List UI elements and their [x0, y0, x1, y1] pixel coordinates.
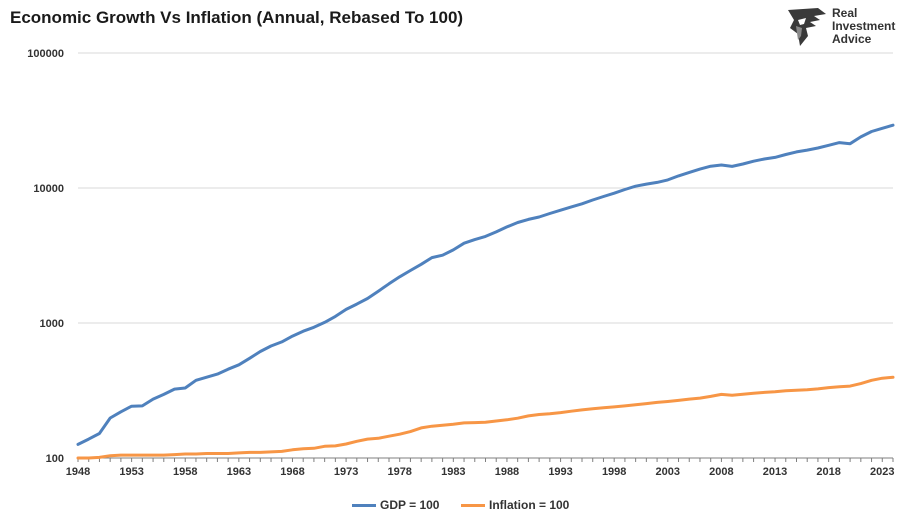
chart-legend: GDP = 100 Inflation = 100 — [0, 496, 920, 514]
x-tick-label: 2023 — [870, 466, 894, 478]
x-tick-label: 2013 — [763, 466, 787, 478]
x-tick-label: 2003 — [656, 466, 680, 478]
logo-wordmark: Real Investment Advice — [832, 6, 896, 46]
x-tick-label: 1978 — [387, 466, 411, 478]
chart-title: Economic Growth Vs Inflation (Annual, Re… — [10, 8, 464, 27]
legend-item-inflation: Inflation = 100 — [461, 496, 569, 514]
x-tick-label: 1963 — [227, 466, 251, 478]
x-tick-label: 1993 — [548, 466, 572, 478]
y-tick-label: 100000 — [27, 48, 64, 60]
eagle-icon — [788, 8, 826, 46]
x-tick-label: 1948 — [66, 466, 90, 478]
x-tick-label: 1953 — [119, 466, 143, 478]
y-tick-label: 100 — [46, 453, 64, 465]
legend-label-gdp: GDP = 100 — [380, 498, 440, 512]
x-tick-label: 1983 — [441, 466, 465, 478]
legend-swatch-inflation — [461, 503, 485, 507]
x-tick-label: 2018 — [816, 466, 840, 478]
x-tick-label: 1973 — [334, 466, 358, 478]
y-tick-label: 1000 — [40, 318, 64, 330]
x-tick-label: 2008 — [709, 466, 733, 478]
x-tick-label: 1998 — [602, 466, 626, 478]
legend-swatch-gdp — [352, 503, 376, 507]
x-tick-label: 1988 — [495, 466, 519, 478]
x-tick-label: 1958 — [173, 466, 197, 478]
series-line-gdp — [76, 123, 895, 446]
x-tick-label: 1968 — [280, 466, 304, 478]
legend-item-gdp: GDP = 100 — [352, 496, 439, 514]
y-tick-label: 10000 — [33, 183, 64, 195]
real-investment-advice-logo — [788, 8, 826, 46]
series-line-inflation — [76, 375, 895, 460]
legend-label-inflation: Inflation = 100 — [489, 498, 570, 512]
